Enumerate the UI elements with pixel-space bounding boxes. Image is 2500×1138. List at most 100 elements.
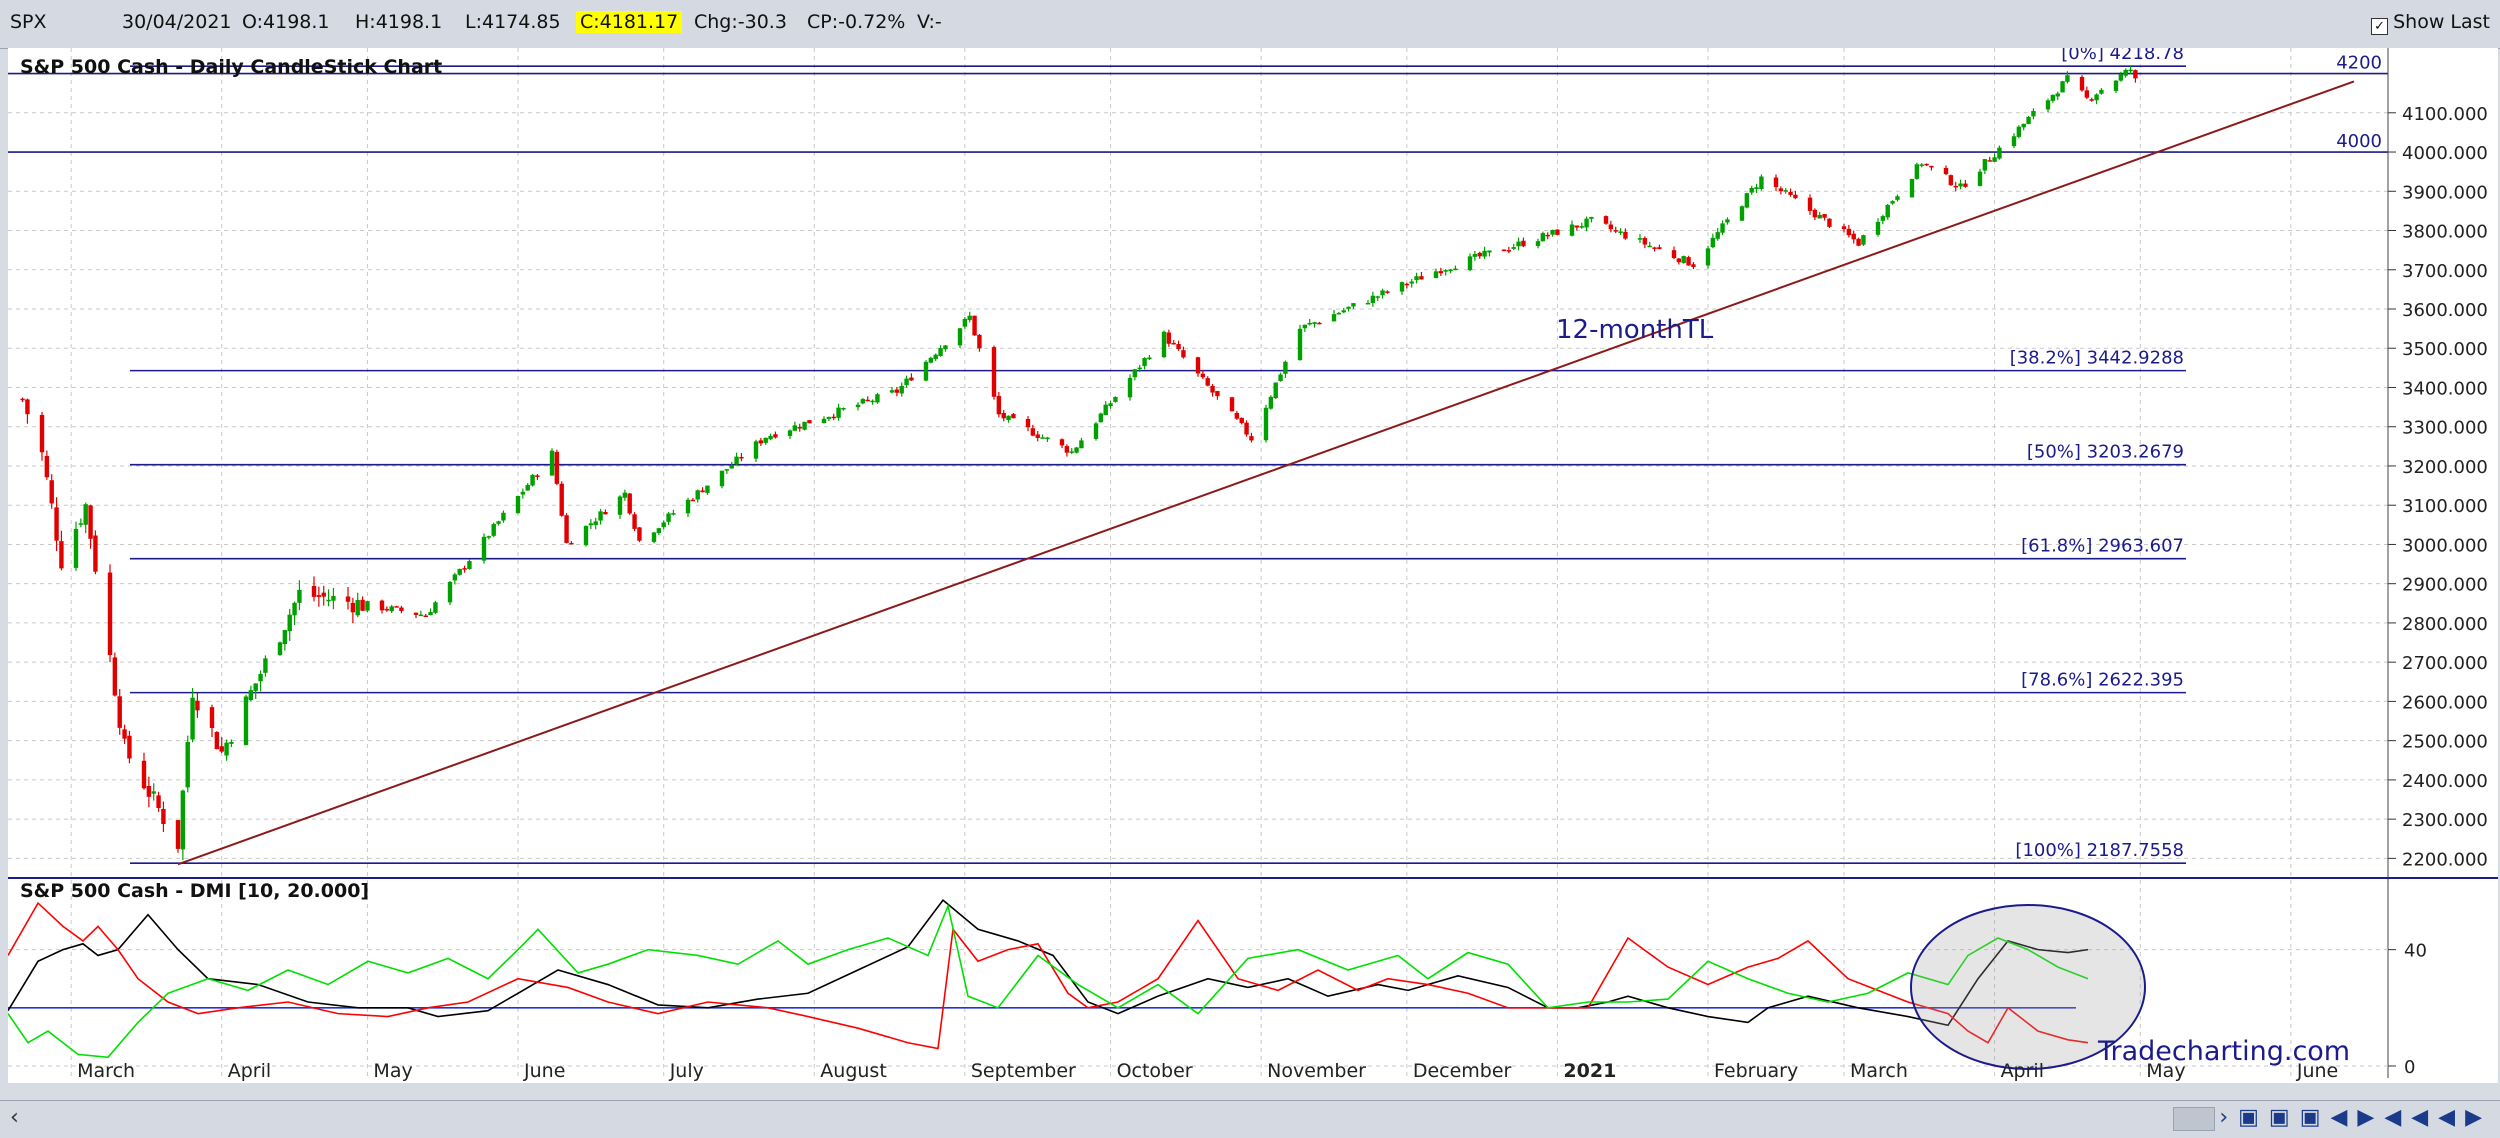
candle-body bbox=[554, 451, 560, 484]
candle-body bbox=[1516, 241, 1521, 247]
candle-body bbox=[719, 470, 725, 487]
candle-body bbox=[753, 441, 759, 459]
candle-body bbox=[1244, 422, 1249, 435]
candle-body bbox=[1584, 218, 1589, 228]
candle-body bbox=[821, 418, 827, 424]
candle-body bbox=[1783, 190, 1788, 192]
candle-body bbox=[73, 528, 79, 568]
candle-body bbox=[991, 347, 997, 397]
candle-body bbox=[758, 440, 764, 444]
nav-buttons-icon[interactable]: ›▣▣▣◀▶◀◀◀▶ bbox=[2219, 1105, 2492, 1130]
candle-body bbox=[1331, 314, 1337, 322]
price-tick-label: 2300.000 bbox=[2402, 810, 2488, 831]
candle-body bbox=[1739, 206, 1745, 221]
check-icon[interactable]: ✓ bbox=[2371, 18, 2389, 35]
candle-body bbox=[1482, 250, 1487, 257]
candle-body bbox=[724, 469, 730, 471]
candle-body bbox=[875, 394, 880, 403]
candle-body bbox=[161, 808, 166, 825]
candle-body bbox=[1720, 223, 1725, 233]
candle-body bbox=[1895, 196, 1900, 200]
candle-body bbox=[1171, 342, 1176, 345]
candle-body bbox=[797, 427, 802, 429]
horizontal-level-label: 4200 bbox=[2336, 53, 2382, 74]
candle-body bbox=[763, 437, 768, 443]
candle-body bbox=[792, 425, 798, 431]
show-last-toggle[interactable]: ✓ Show Last bbox=[2371, 11, 2490, 35]
price-tick-label: 2700.000 bbox=[2402, 653, 2488, 674]
candle-body bbox=[909, 377, 914, 381]
candle-body bbox=[1759, 176, 1764, 189]
candle-body bbox=[185, 741, 190, 788]
candle-body bbox=[1433, 271, 1439, 279]
scroll-thumb[interactable] bbox=[2173, 1107, 2215, 1131]
candle-body bbox=[1195, 357, 1201, 374]
candle-body bbox=[219, 746, 224, 752]
candle-body bbox=[1506, 250, 1512, 252]
candle-body bbox=[1710, 237, 1716, 248]
change-value: Chg:-30.3 bbox=[694, 11, 787, 33]
candle-body bbox=[1487, 250, 1492, 253]
scroll-bar[interactable]: ‹ ›▣▣▣◀▶◀◀◀▶ bbox=[0, 1100, 2500, 1138]
candle-body bbox=[2045, 100, 2051, 110]
scroll-left-icon[interactable]: ‹ bbox=[10, 1105, 19, 1130]
candle-body bbox=[977, 334, 982, 349]
candle-body bbox=[25, 399, 30, 415]
candle-body bbox=[2016, 126, 2022, 137]
candle-body bbox=[1166, 332, 1172, 344]
candle-body bbox=[1691, 264, 1696, 267]
candle-body bbox=[1822, 214, 1827, 218]
candle-body bbox=[1540, 233, 1546, 242]
candle-body bbox=[928, 357, 934, 363]
candle-body bbox=[59, 541, 64, 569]
candle-body bbox=[1161, 331, 1167, 358]
candle-body bbox=[1807, 197, 1813, 211]
fib-level-label: [100%] 2187.7558 bbox=[2015, 840, 2184, 861]
dmi-axis: 40 0 bbox=[2388, 941, 2427, 1078]
candle-body bbox=[617, 496, 623, 515]
candle-body bbox=[447, 581, 453, 603]
candle-body bbox=[467, 561, 472, 570]
candle-body bbox=[1205, 378, 1210, 386]
candle-body bbox=[1618, 231, 1623, 233]
dmi-series-line bbox=[7, 901, 2089, 1050]
candle-body bbox=[1569, 224, 1575, 236]
candle-body bbox=[1749, 187, 1754, 193]
candle-body bbox=[962, 318, 968, 327]
candle-body bbox=[49, 480, 54, 504]
candle-body bbox=[1006, 415, 1011, 421]
dmi-series-line bbox=[7, 903, 2089, 1059]
candle-body bbox=[1778, 188, 1784, 192]
dmi-lines bbox=[7, 899, 2089, 1059]
date-tick-label: May bbox=[2146, 1060, 2185, 1082]
candle-body bbox=[1380, 290, 1385, 296]
candle-body bbox=[360, 599, 365, 611]
candle-body bbox=[1511, 247, 1516, 249]
candle-body bbox=[2031, 111, 2036, 117]
candle-body bbox=[588, 523, 594, 526]
candles bbox=[20, 66, 2138, 861]
watermark: Tradecharting.com bbox=[2097, 1036, 2350, 1067]
candle-body bbox=[1467, 256, 1473, 271]
candle-body bbox=[399, 607, 404, 612]
candle-body bbox=[1521, 240, 1526, 247]
candle-body bbox=[768, 435, 773, 440]
candle-body bbox=[1025, 418, 1031, 428]
candle-body bbox=[1642, 237, 1648, 245]
candle-body bbox=[865, 399, 870, 402]
candle-body bbox=[1370, 295, 1376, 303]
candle-body bbox=[1079, 440, 1084, 449]
candle-body bbox=[214, 732, 220, 750]
date-tick-label: December bbox=[1413, 1060, 1512, 1082]
candle-body bbox=[583, 525, 589, 546]
candle-body bbox=[685, 499, 691, 514]
candle-body bbox=[2011, 136, 2017, 147]
date-tick-label: March bbox=[1850, 1060, 1908, 1082]
candle-body bbox=[1443, 270, 1448, 272]
candle-body bbox=[603, 512, 608, 515]
candle-body bbox=[1210, 385, 1215, 393]
candle-body bbox=[870, 400, 875, 403]
price-tick-label: 2600.000 bbox=[2402, 692, 2488, 713]
close-value: C:4181.17 bbox=[576, 11, 683, 33]
date-tick-label: June bbox=[2296, 1060, 2338, 1082]
